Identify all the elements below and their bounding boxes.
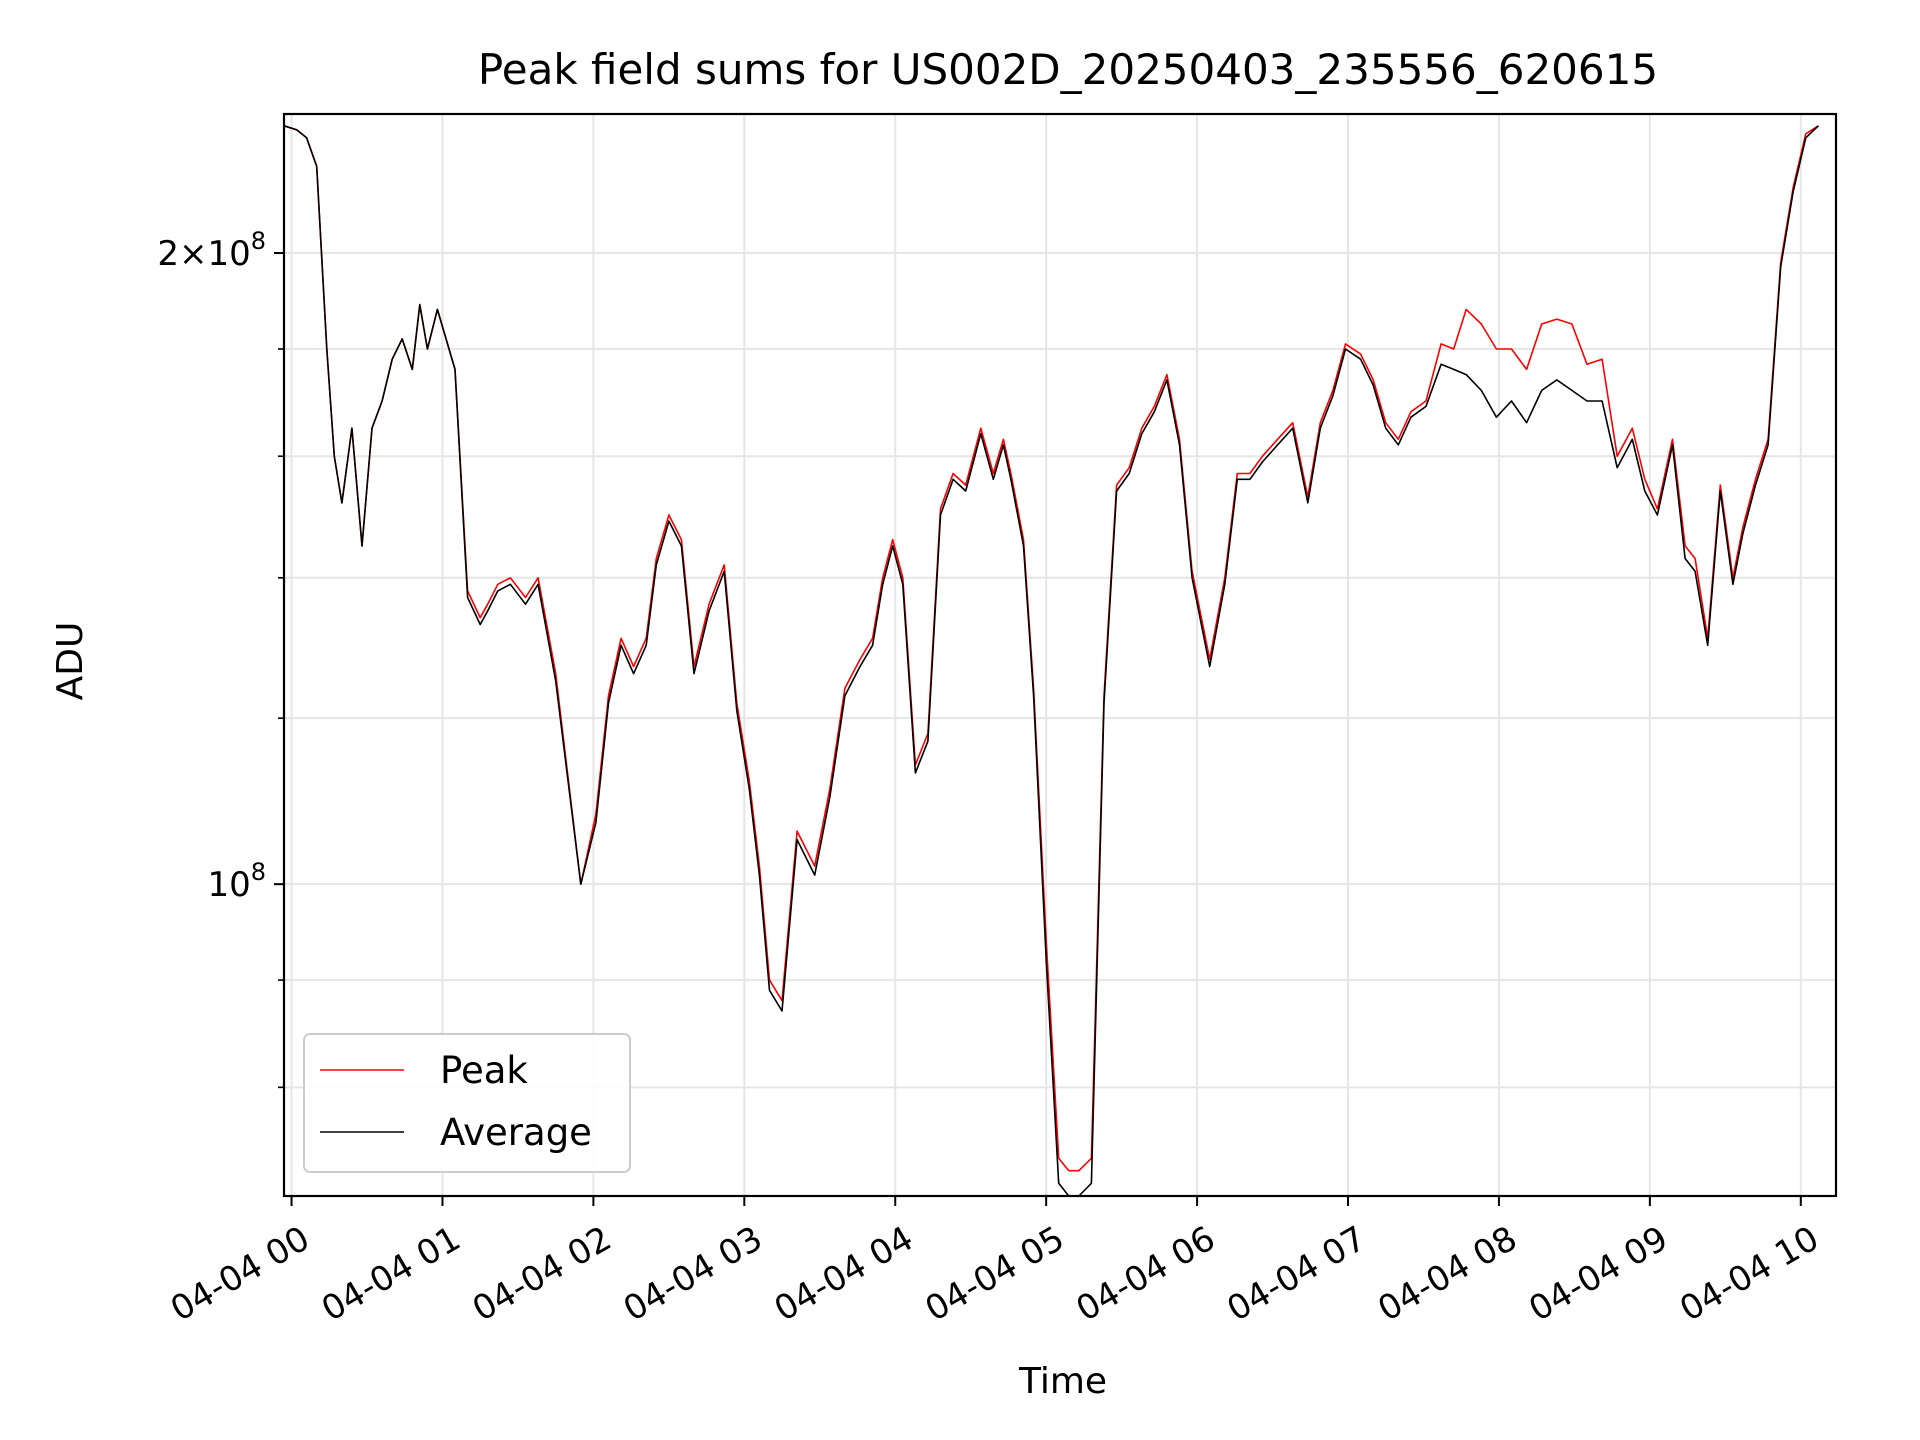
series-line-average — [283, 125, 1819, 1197]
series-lines — [283, 125, 1819, 1197]
legend-label-average: Average — [440, 1111, 592, 1154]
legend: Peak Average — [303, 1033, 631, 1173]
grid-lines — [284, 114, 1836, 1196]
y-tick-label: 2×108 — [157, 227, 266, 274]
plot-frame — [282, 112, 1838, 1198]
y-axis-label: ADU — [50, 622, 91, 701]
y-tick-exponent: 8 — [251, 858, 266, 886]
chart-title: Peak field sums for US002D_20250403_2355… — [478, 45, 1658, 94]
legend-box — [303, 1033, 631, 1173]
legend-label-peak: Peak — [440, 1049, 528, 1092]
x-axis-label: Time — [1018, 1361, 1107, 1402]
y-tick-exponent: 8 — [251, 227, 266, 255]
series-line-peak — [283, 125, 1819, 1172]
